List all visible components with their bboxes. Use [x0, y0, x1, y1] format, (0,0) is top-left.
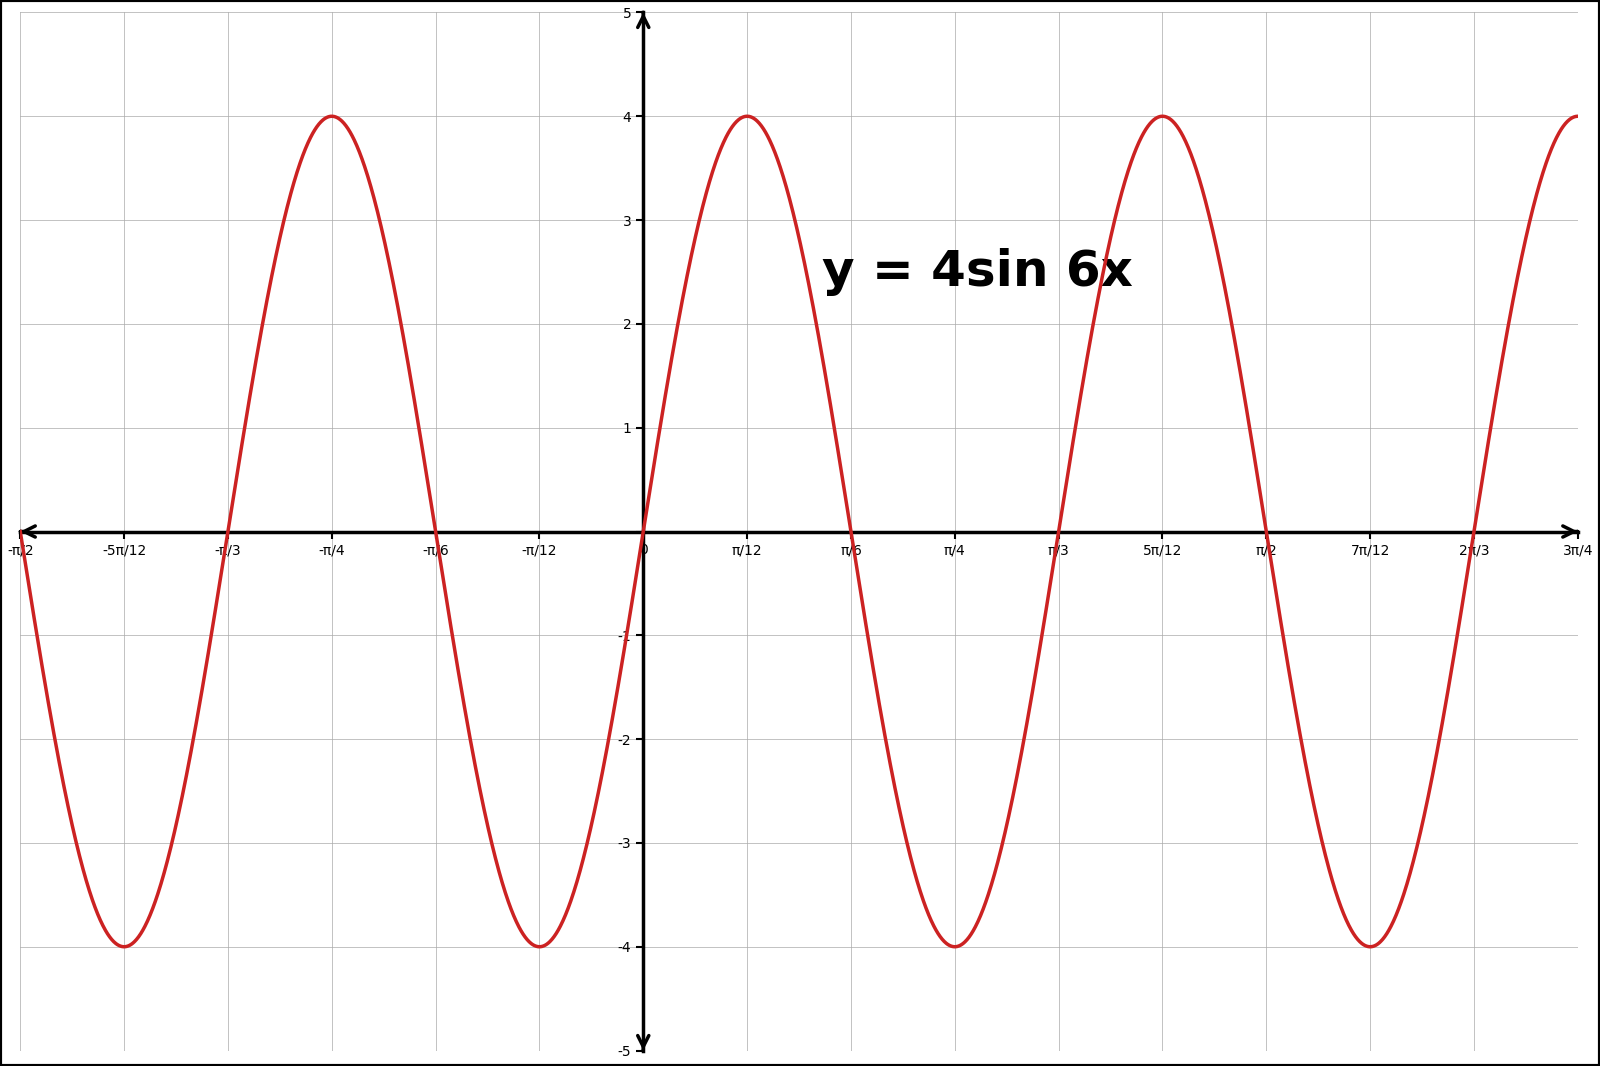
Text: y = 4sin 6x: y = 4sin 6x — [822, 248, 1133, 296]
